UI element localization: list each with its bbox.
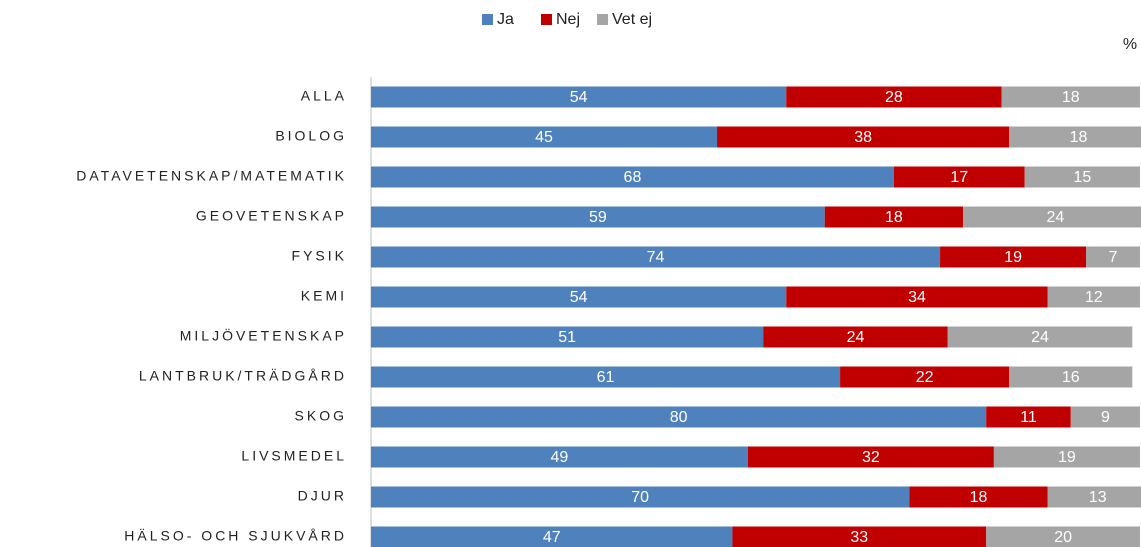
- bar-segment: [747, 446, 994, 468]
- category-label: GEOVETENSKAP: [196, 208, 347, 224]
- bar-segment: [993, 446, 1140, 468]
- bar-segment: [986, 406, 1071, 428]
- category-label: ALLA: [301, 88, 347, 104]
- bar-segment: [371, 326, 764, 348]
- data-label: 11: [1020, 409, 1037, 426]
- bar-segment: [947, 326, 1133, 348]
- category-label: MILJÖVETENSKAP: [180, 327, 347, 344]
- bar-segment: [1086, 246, 1140, 268]
- bar-segment: [371, 286, 787, 308]
- category-label: KEMI: [301, 288, 347, 304]
- category-label: DJUR: [298, 488, 347, 504]
- data-label: 74: [647, 249, 665, 266]
- data-label: 45: [535, 129, 553, 146]
- data-label: 24: [1031, 329, 1049, 346]
- data-label: 54: [570, 89, 588, 106]
- data-label: 33: [850, 529, 868, 546]
- bar-segment: [371, 406, 987, 428]
- data-label: 19: [1004, 249, 1022, 266]
- data-label: 9: [1101, 409, 1110, 426]
- bar-segment: [763, 326, 948, 348]
- data-label: 49: [551, 449, 569, 466]
- bar-segment: [1001, 86, 1140, 108]
- legend-swatch: [541, 14, 552, 25]
- data-label: 18: [885, 209, 903, 226]
- data-label: 24: [1047, 209, 1065, 226]
- bar-segment: [840, 366, 1010, 388]
- data-label: 16: [1062, 369, 1080, 386]
- bar-segment: [371, 366, 841, 388]
- bar-segment: [1009, 126, 1141, 148]
- data-label: 28: [885, 89, 903, 106]
- data-label: 12: [1085, 289, 1103, 306]
- bar-segment: [1024, 166, 1140, 188]
- bar-segment: [371, 486, 910, 508]
- data-label: 18: [970, 489, 988, 506]
- data-label: 17: [950, 169, 968, 186]
- category-label: LANTBRUK/TRÄDGÅRD: [139, 368, 347, 384]
- data-label: 51: [558, 329, 576, 346]
- category-label: FYSIK: [292, 248, 347, 264]
- category-label: DATAVETENSKAP/MATEMATIK: [76, 168, 347, 184]
- category-label: SKOG: [295, 408, 347, 424]
- bar-segment: [986, 526, 1140, 547]
- data-label: 32: [862, 449, 880, 466]
- unit-label: %: [1123, 36, 1137, 53]
- bar-segment: [1047, 486, 1141, 508]
- data-label: 68: [624, 169, 642, 186]
- data-label: 47: [543, 529, 561, 546]
- data-label: 18: [1070, 129, 1088, 146]
- data-label: 70: [631, 489, 649, 506]
- legend-label: Vet ej: [612, 11, 652, 28]
- data-label: 61: [597, 369, 615, 386]
- legend-swatch: [597, 14, 608, 25]
- bar-segment: [1047, 286, 1140, 308]
- bar-segment: [963, 206, 1141, 228]
- legend-swatch: [482, 14, 493, 25]
- bar-segment: [371, 246, 941, 268]
- bar-segment: [786, 86, 1002, 108]
- data-label: 15: [1073, 169, 1091, 186]
- data-label: 18: [1062, 89, 1080, 106]
- category-label: HÄLSO- OCH SJUKVÅRD: [124, 528, 347, 544]
- bar-segment: [371, 126, 718, 148]
- data-label: 13: [1089, 489, 1107, 506]
- legend-label: Nej: [556, 11, 580, 28]
- data-label: 59: [589, 209, 607, 226]
- bar-segment: [909, 486, 1048, 508]
- data-label: 34: [908, 289, 926, 306]
- data-label: 22: [916, 369, 934, 386]
- data-label: 38: [854, 129, 872, 146]
- data-label: 20: [1054, 529, 1072, 546]
- bar-segment: [371, 446, 748, 468]
- data-label: 7: [1109, 249, 1118, 266]
- category-label: BIOLOG: [275, 128, 347, 144]
- bar-segment: [371, 86, 787, 108]
- bar-segment: [717, 126, 1010, 148]
- bar-segment: [371, 206, 825, 228]
- category-label: LIVSMEDEL: [241, 448, 347, 464]
- data-label: 54: [570, 289, 588, 306]
- legend-label: Ja: [497, 11, 514, 28]
- data-label: 19: [1058, 449, 1076, 466]
- bar-segment: [371, 166, 894, 188]
- bar-segment: [1070, 406, 1140, 428]
- data-label: 24: [847, 329, 865, 346]
- bar-segment: [732, 526, 987, 547]
- bar-segment: [893, 166, 1025, 188]
- bar-segment: [940, 246, 1087, 268]
- bar-segment: [371, 526, 733, 547]
- data-label: 80: [670, 409, 688, 426]
- bar-segment: [1009, 366, 1133, 388]
- bar-segment: [824, 206, 964, 228]
- bar-segment: [786, 286, 1048, 308]
